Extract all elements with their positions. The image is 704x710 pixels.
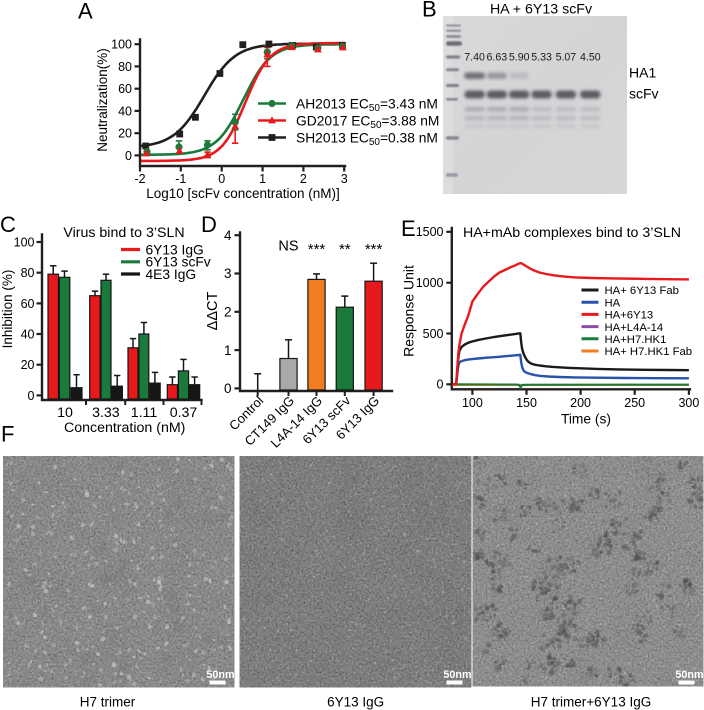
svg-text:C: C xyxy=(0,212,16,237)
svg-text:0: 0 xyxy=(437,378,444,392)
svg-text:Inhibition (%): Inhibition (%) xyxy=(0,270,15,349)
svg-text:0: 0 xyxy=(28,389,35,403)
svg-text:B: B xyxy=(422,0,437,22)
svg-text:0: 0 xyxy=(218,172,225,186)
svg-text:-1: -1 xyxy=(175,172,186,186)
svg-text:HA+ 6Y13 Fab: HA+ 6Y13 Fab xyxy=(605,285,679,297)
svg-text:5.90: 5.90 xyxy=(509,52,530,64)
svg-text:2: 2 xyxy=(300,172,307,186)
svg-text:H7 trimer+6Y13 IgG: H7 trimer+6Y13 IgG xyxy=(531,695,651,710)
svg-text:0.37: 0.37 xyxy=(170,405,198,421)
svg-text:100: 100 xyxy=(462,396,483,410)
svg-text:F: F xyxy=(1,422,14,447)
svg-text:5.33: 5.33 xyxy=(531,52,552,64)
svg-text:***: *** xyxy=(308,241,326,258)
svg-text:500: 500 xyxy=(423,327,444,341)
svg-text:250: 250 xyxy=(624,396,645,410)
svg-text:HA+L4A-14: HA+L4A-14 xyxy=(605,322,664,334)
svg-text:E: E xyxy=(401,216,416,241)
svg-text:10: 10 xyxy=(57,405,73,421)
svg-text:HA+6Y13: HA+6Y13 xyxy=(605,310,654,322)
svg-text:0: 0 xyxy=(125,149,132,163)
svg-text:7.40: 7.40 xyxy=(464,52,485,64)
svg-text:ΔΔCT: ΔΔCT xyxy=(205,292,221,331)
svg-text:***: *** xyxy=(365,241,383,258)
svg-text:200: 200 xyxy=(570,396,591,410)
svg-text:80: 80 xyxy=(21,266,35,280)
svg-text:100: 100 xyxy=(111,38,132,52)
svg-text:0: 0 xyxy=(224,381,232,396)
svg-text:Concentration (nM): Concentration (nM) xyxy=(64,420,185,436)
svg-text:3.33: 3.33 xyxy=(92,405,120,421)
svg-text:6Y13 IgG: 6Y13 IgG xyxy=(327,695,384,710)
svg-text:4.50: 4.50 xyxy=(580,52,601,64)
svg-text:HA1: HA1 xyxy=(629,65,656,81)
svg-text:6Y13 IgG: 6Y13 IgG xyxy=(146,242,204,257)
svg-text:1500: 1500 xyxy=(416,225,444,239)
svg-text:A: A xyxy=(78,0,93,24)
svg-text:150: 150 xyxy=(516,396,537,410)
svg-text:GD2017 EC50=3.88 nM: GD2017 EC50=3.88 nM xyxy=(296,113,439,131)
svg-text:50nm: 50nm xyxy=(443,669,471,681)
svg-text:scFv: scFv xyxy=(629,86,659,102)
svg-text:20: 20 xyxy=(21,358,35,372)
svg-text:100: 100 xyxy=(14,235,35,249)
svg-text:60: 60 xyxy=(118,82,132,96)
svg-text:80: 80 xyxy=(118,60,132,74)
svg-text:20: 20 xyxy=(118,127,132,141)
svg-text:40: 40 xyxy=(118,104,132,118)
svg-text:NS: NS xyxy=(278,239,298,255)
svg-text:6Y13 scFv: 6Y13 scFv xyxy=(146,255,211,270)
svg-text:HA+mAb complexes bind to 3’SLN: HA+mAb complexes bind to 3’SLN xyxy=(463,225,681,241)
svg-text:1.11: 1.11 xyxy=(131,405,158,421)
svg-text:4: 4 xyxy=(224,228,232,243)
svg-text:1: 1 xyxy=(259,172,266,186)
svg-text:H7 trimer: H7 trimer xyxy=(80,695,136,710)
svg-text:4E3 IgG: 4E3 IgG xyxy=(146,267,197,282)
svg-text:D: D xyxy=(201,212,217,237)
svg-text:HA+ H7.HK1 Fab: HA+ H7.HK1 Fab xyxy=(605,346,693,358)
svg-text:HA+H7.HK1: HA+H7.HK1 xyxy=(605,334,667,346)
svg-text:5.07: 5.07 xyxy=(556,52,577,64)
svg-text:3: 3 xyxy=(341,172,348,186)
svg-text:50nm: 50nm xyxy=(675,669,703,681)
svg-text:3: 3 xyxy=(224,266,232,281)
svg-text:Time (s): Time (s) xyxy=(561,412,611,427)
svg-text:**: ** xyxy=(339,241,351,258)
svg-text:1000: 1000 xyxy=(416,276,444,290)
svg-text:Neutralization(%): Neutralization(%) xyxy=(95,48,110,152)
svg-text:AH2013 EC50=3.43 nM: AH2013 EC50=3.43 nM xyxy=(296,96,438,114)
svg-text:40: 40 xyxy=(21,327,35,341)
svg-text:SH2013 EC50=0.38 nM: SH2013 EC50=0.38 nM xyxy=(296,130,438,148)
svg-text:HA + 6Y13 scFv: HA + 6Y13 scFv xyxy=(490,2,593,18)
svg-text:Response Unit: Response Unit xyxy=(401,265,417,357)
svg-text:60: 60 xyxy=(21,297,35,311)
svg-text:1: 1 xyxy=(224,343,232,358)
svg-text:300: 300 xyxy=(678,396,699,410)
svg-text:Virus bind to 3’SLN: Virus bind to 3’SLN xyxy=(63,225,184,241)
svg-text:HA: HA xyxy=(605,297,621,309)
svg-text:6.63: 6.63 xyxy=(486,52,507,64)
svg-text:-2: -2 xyxy=(134,172,145,186)
svg-text:2: 2 xyxy=(224,305,232,320)
svg-text:Log10 [scFv concentration (nM): Log10 [scFv concentration (nM)] xyxy=(146,186,340,201)
svg-text:50nm: 50nm xyxy=(206,669,234,681)
